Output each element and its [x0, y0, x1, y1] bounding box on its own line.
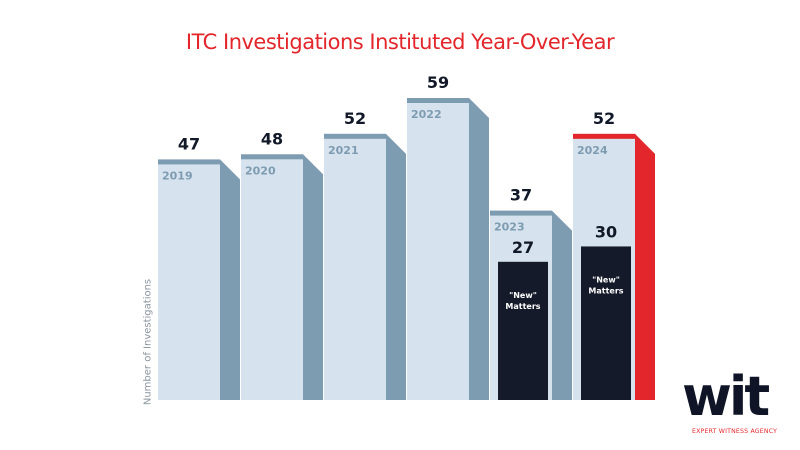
bar-side-2023: [552, 210, 572, 400]
chart-title: ITC Investigations Instituted Year-Over-…: [185, 30, 615, 54]
logo-tagline: EXPERT WITNESS AGENCY: [692, 428, 778, 435]
logo-wordmark: wit: [682, 365, 770, 428]
new-matters-label-line2-2024: Matters: [588, 286, 623, 295]
new-matters-bar-2023: [498, 261, 548, 400]
bar-cap-2020: [241, 154, 303, 160]
y-axis-label: Number of Investigations: [142, 278, 154, 406]
new-matters-label-line1-2024: "New": [592, 275, 620, 284]
new-matters-label-line1-2023: "New": [509, 291, 537, 300]
bar-side-2019: [220, 159, 240, 400]
bar-side-2021: [386, 133, 406, 400]
value-label-2021: 52: [344, 109, 366, 128]
value-label-2019: 47: [178, 134, 200, 153]
bar-cap-2019: [158, 159, 220, 165]
year-label-2023: 2023: [494, 221, 525, 234]
bar-cap-2023: [490, 210, 552, 216]
year-label-2020: 2020: [245, 164, 276, 177]
bar-cap-2024: [573, 133, 635, 139]
bar-2019: [158, 159, 220, 400]
year-label-2024: 2024: [577, 144, 608, 157]
bar-side-2020: [303, 154, 323, 400]
new-matters-bar-2024: [581, 246, 631, 400]
bar-2022: [407, 98, 469, 400]
bar-2020: [241, 154, 303, 400]
wit-logo: wit EXPERT WITNESS AGENCY: [680, 367, 790, 441]
new-matters-value-2023: 27: [512, 238, 534, 257]
value-label-2024: 52: [593, 109, 615, 128]
value-label-2020: 48: [261, 129, 283, 148]
bar-2021: [324, 133, 386, 400]
value-label-2022: 59: [427, 73, 449, 92]
bar-cap-2021: [324, 133, 386, 139]
bar-side-2024: [635, 133, 655, 400]
year-label-2022: 2022: [411, 108, 442, 121]
year-label-2021: 2021: [328, 144, 359, 157]
new-matters-value-2024: 30: [595, 222, 617, 241]
bar-cap-2022: [407, 98, 469, 103]
year-label-2019: 2019: [162, 169, 193, 182]
bar-side-2022: [469, 98, 489, 400]
value-label-2023: 37: [510, 186, 532, 205]
new-matters-label-line2-2023: Matters: [505, 302, 540, 311]
